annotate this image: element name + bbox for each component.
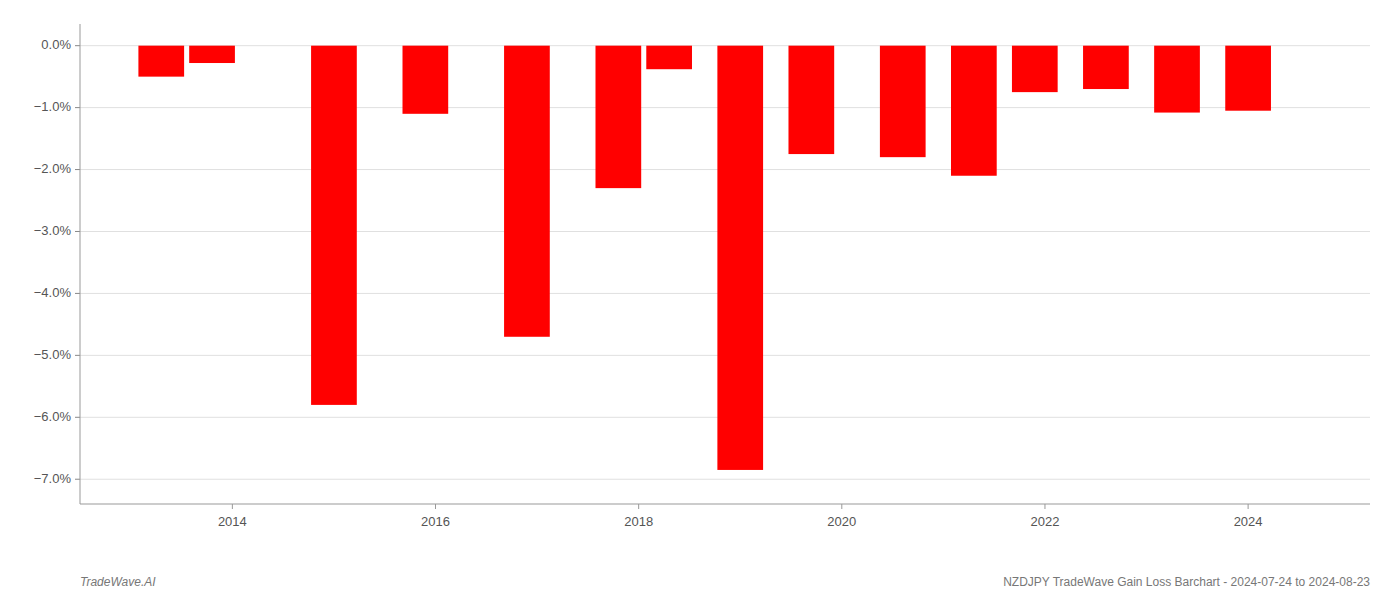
bars xyxy=(138,46,1271,470)
grid-line xyxy=(80,479,1370,480)
y-tick xyxy=(75,417,80,418)
y-tick-label: −1.0% xyxy=(34,99,72,114)
y-tick-label: −6.0% xyxy=(34,409,72,424)
bar xyxy=(1225,46,1271,111)
bar xyxy=(504,46,550,337)
x-tick-label: 2018 xyxy=(624,514,653,529)
y-tick-label: −7.0% xyxy=(34,471,72,486)
bar xyxy=(1154,46,1200,113)
bar xyxy=(880,46,926,157)
y-tick xyxy=(75,231,80,232)
x-tick-label: 2020 xyxy=(827,514,856,529)
y-tick-label: −2.0% xyxy=(34,161,72,176)
x-tick-label: 2016 xyxy=(421,514,450,529)
x-tick xyxy=(435,504,436,509)
bar xyxy=(646,46,692,70)
y-tick-label: −3.0% xyxy=(34,223,72,238)
y-tick xyxy=(75,355,80,356)
chart-svg: 0.0% −1.0% −2.0% −3.0% −4.0% −5.0% −6.0% −7.0% 2… xyxy=(0,0,1400,600)
footer-right: NZDJPY TradeWave Gain Loss Barchart - 20… xyxy=(1003,575,1370,589)
page: {"chart_data": {"type": "bar", "x": [201… xyxy=(0,0,1400,600)
x-tick xyxy=(638,504,639,509)
y-tick xyxy=(75,293,80,294)
footer-left: TradeWave.AI xyxy=(80,575,156,589)
x-tick-label: 2022 xyxy=(1030,514,1059,529)
bar xyxy=(138,46,184,77)
x-tick xyxy=(1044,504,1045,509)
x-axis-line xyxy=(80,504,1370,505)
y-axis-line xyxy=(80,24,81,504)
x-tick-label: 2024 xyxy=(1234,514,1263,529)
y-tick-label: −5.0% xyxy=(34,347,72,362)
bar xyxy=(403,46,449,114)
x-axis: 2014 2016 2018 2020 2022 2024 xyxy=(80,504,1370,529)
y-tick xyxy=(75,107,80,108)
x-tick xyxy=(841,504,842,509)
y-tick xyxy=(75,169,80,170)
y-tick-label: 0.0% xyxy=(41,37,71,52)
x-tick xyxy=(232,504,233,509)
bar xyxy=(595,46,641,188)
y-tick xyxy=(75,45,80,46)
grid xyxy=(80,46,1370,480)
bar xyxy=(1012,46,1058,92)
background xyxy=(0,0,1400,600)
x-tick xyxy=(1248,504,1249,509)
bar xyxy=(717,46,763,470)
bar xyxy=(951,46,997,176)
y-tick xyxy=(75,479,80,480)
bar xyxy=(189,46,235,63)
chart-container: 0.0% −1.0% −2.0% −3.0% −4.0% −5.0% −6.0% −7.0% 2… xyxy=(0,0,1400,600)
bar xyxy=(311,46,357,405)
bar xyxy=(1083,46,1129,89)
x-tick-label: 2014 xyxy=(218,514,247,529)
footer: TradeWave.AI NZDJPY TradeWave Gain Loss B… xyxy=(80,575,1370,589)
y-axis: 0.0% −1.0% −2.0% −3.0% −4.0% −5.0% −6.0% −7.0% xyxy=(34,24,80,504)
y-tick-label: −4.0% xyxy=(34,285,72,300)
bar xyxy=(788,46,834,154)
